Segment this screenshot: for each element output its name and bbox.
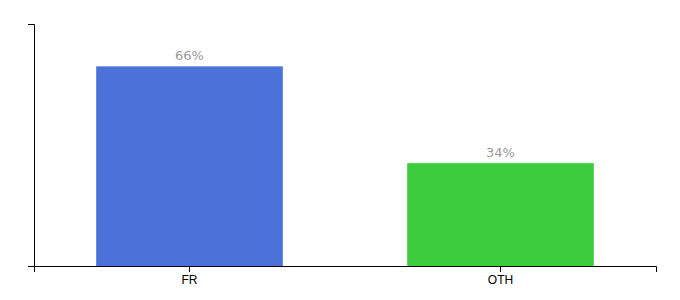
x-axis-line <box>35 267 657 273</box>
x-tick-mark <box>189 266 190 272</box>
bar <box>96 66 283 266</box>
x-axis: FR OTH <box>35 266 657 287</box>
x-tick-label: OTH <box>488 273 513 287</box>
x-tick: FR <box>182 266 198 287</box>
x-tick-label: FR <box>182 273 198 287</box>
data-label: 66% <box>175 48 204 63</box>
data-labels: 66% 34% <box>175 48 515 160</box>
y-axis-line <box>28 25 35 267</box>
bar <box>407 163 594 266</box>
x-tick: OTH <box>488 266 513 287</box>
x-tick-mark <box>500 266 501 272</box>
chart: FR OTH 66% 34% <box>0 0 680 300</box>
plot: FR OTH 66% 34% <box>28 25 657 287</box>
data-label: 34% <box>486 145 515 160</box>
bars <box>96 66 594 266</box>
y-axis <box>28 25 35 267</box>
